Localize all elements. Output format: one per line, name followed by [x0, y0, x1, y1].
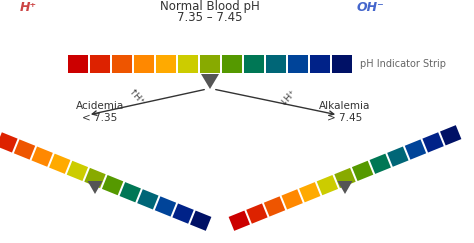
Polygon shape	[370, 154, 391, 174]
Polygon shape	[440, 125, 461, 145]
Bar	[178, 55, 198, 73]
Polygon shape	[67, 161, 88, 181]
Bar	[156, 55, 176, 73]
Polygon shape	[422, 132, 444, 153]
Bar	[112, 55, 132, 73]
Polygon shape	[228, 211, 250, 231]
Polygon shape	[352, 161, 374, 181]
Bar	[332, 55, 352, 73]
Text: pH Indicator Strip: pH Indicator Strip	[360, 59, 446, 69]
Polygon shape	[299, 182, 320, 202]
Text: Alkalemia
> 7.45: Alkalemia > 7.45	[319, 101, 371, 123]
Polygon shape	[155, 196, 176, 217]
Bar	[288, 55, 308, 73]
Polygon shape	[84, 168, 106, 188]
Bar	[310, 55, 330, 73]
Bar	[90, 55, 110, 73]
Polygon shape	[282, 189, 303, 209]
Polygon shape	[88, 181, 102, 194]
Bar	[222, 55, 242, 73]
Polygon shape	[264, 196, 285, 217]
Text: 7.35 – 7.45: 7.35 – 7.45	[177, 11, 243, 24]
Text: OH⁻: OH⁻	[356, 1, 384, 15]
Polygon shape	[102, 175, 123, 195]
Bar	[68, 55, 88, 73]
Polygon shape	[31, 147, 53, 167]
Bar	[200, 55, 220, 73]
Polygon shape	[405, 139, 426, 160]
Bar	[266, 55, 286, 73]
Polygon shape	[0, 132, 18, 153]
Text: ↑H⁺: ↑H⁺	[126, 87, 145, 107]
Polygon shape	[387, 147, 409, 167]
Polygon shape	[14, 139, 35, 160]
Polygon shape	[119, 182, 141, 202]
Polygon shape	[49, 154, 71, 174]
Polygon shape	[190, 211, 211, 231]
Text: H⁺: H⁺	[19, 1, 36, 15]
Text: Normal Blood pH: Normal Blood pH	[160, 0, 260, 13]
Polygon shape	[173, 203, 194, 224]
Polygon shape	[337, 181, 353, 194]
Text: Acidemia
< 7.35: Acidemia < 7.35	[76, 101, 124, 123]
Polygon shape	[137, 189, 158, 209]
Polygon shape	[334, 168, 356, 188]
Bar	[134, 55, 154, 73]
Polygon shape	[246, 203, 268, 224]
Polygon shape	[317, 175, 338, 195]
Bar	[244, 55, 264, 73]
Text: ↓H⁺: ↓H⁺	[278, 87, 297, 107]
Polygon shape	[201, 74, 219, 89]
